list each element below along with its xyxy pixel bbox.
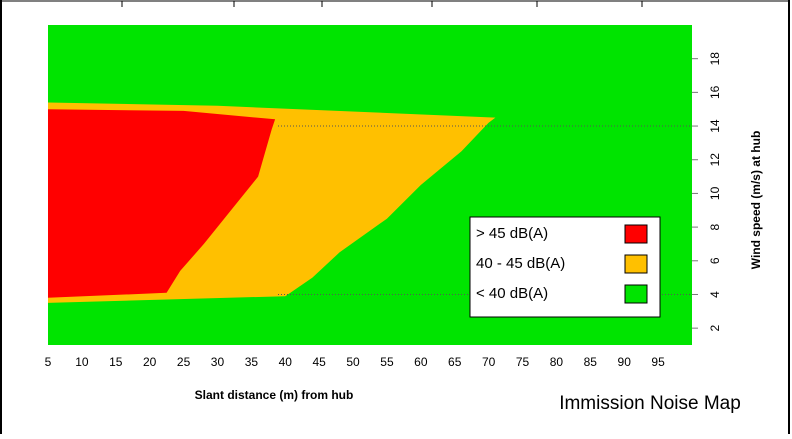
- y-tick-label: 18: [708, 52, 722, 66]
- y-tick-label: 12: [708, 153, 722, 167]
- x-tick-label: 50: [346, 355, 360, 369]
- x-tick-label: 90: [618, 355, 632, 369]
- x-tick-label: 5: [45, 355, 52, 369]
- x-tick-label: 55: [380, 355, 394, 369]
- region-above-45: [48, 109, 276, 298]
- x-tick-label: 60: [414, 355, 428, 369]
- x-tick-label: 65: [448, 355, 462, 369]
- x-tick-label: 70: [482, 355, 496, 369]
- legend-label: > 45 dB(A): [476, 225, 548, 242]
- x-tick-label: 40: [279, 355, 293, 369]
- x-tick-label: 10: [75, 355, 89, 369]
- y-tick-label: 4: [708, 291, 722, 298]
- x-tick-label: 75: [516, 355, 530, 369]
- legend-label: < 40 dB(A): [476, 285, 548, 302]
- y-tick-label: 2: [708, 325, 722, 332]
- top-tick-marks: [121, 1, 643, 7]
- legend-swatch: [624, 224, 648, 244]
- legend-swatch: [624, 284, 648, 304]
- y-axis-label: Wind speed (m/s) at hub: [749, 131, 763, 270]
- chart-title: Immission Noise Map: [559, 393, 741, 414]
- y-tick-label: 10: [708, 186, 722, 200]
- x-tick-label: 25: [177, 355, 191, 369]
- plot-area: [48, 25, 692, 345]
- x-tick-label: 15: [109, 355, 123, 369]
- x-tick-label: 35: [245, 355, 259, 369]
- x-tick-label: 80: [550, 355, 564, 369]
- x-tick-label: 45: [312, 355, 326, 369]
- x-tick-label: 85: [584, 355, 598, 369]
- y-axis-ticks: 2 4 6 8 10 12 14 16 18: [692, 52, 722, 332]
- y-tick-label: 8: [708, 223, 722, 230]
- x-axis-label: Slant distance (m) from hub: [195, 388, 354, 402]
- legend-swatch: [624, 254, 648, 274]
- legend: > 45 dB(A) 40 - 45 dB(A) < 40 dB(A): [469, 216, 661, 318]
- y-tick-label: 16: [708, 85, 722, 99]
- legend-label: 40 - 45 dB(A): [476, 255, 565, 272]
- y-tick-label: 14: [708, 119, 722, 133]
- x-tick-label: 30: [211, 355, 225, 369]
- y-tick-label: 6: [708, 257, 722, 264]
- x-tick-label: 95: [651, 355, 665, 369]
- x-axis-ticks: 5 10 15 20 25 30 35 40 45 50 55 60 65 70 75 80 85 90 95: [45, 355, 665, 369]
- x-tick-label: 20: [143, 355, 157, 369]
